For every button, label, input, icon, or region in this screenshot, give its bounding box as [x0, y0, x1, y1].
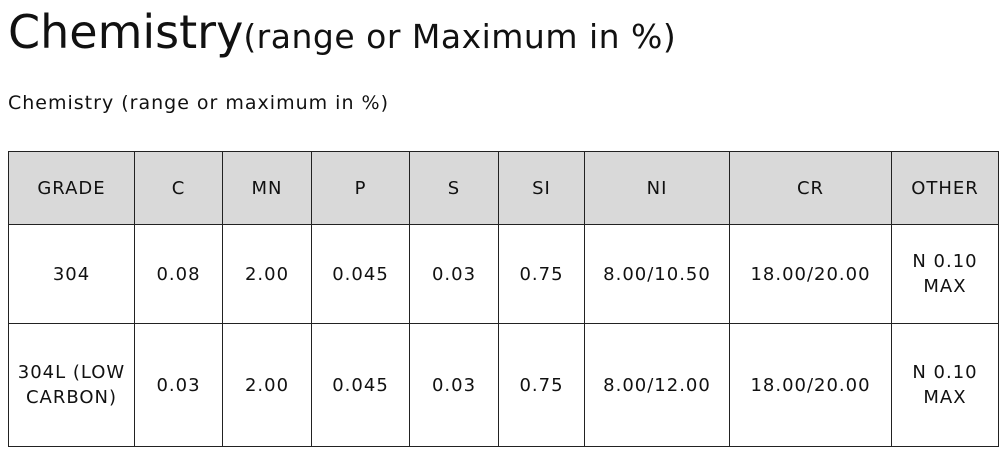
table-cell: 0.75 [498, 323, 585, 447]
table-cell: 0.045 [311, 323, 410, 447]
subtitle: Chemistry (range or maximum in %) [8, 92, 390, 114]
table-row: 304L (LOW CARBON) 0.03 2.00 0.045 0.03 0.75 8.… [8, 323, 999, 447]
table-cell: 0.03 [409, 224, 499, 324]
table-cell: N 0.10 MAX [891, 224, 999, 324]
table-cell: 0.75 [498, 224, 585, 324]
column-header: CR [729, 151, 892, 225]
column-header: OTHER [891, 151, 999, 225]
column-header: P [311, 151, 410, 225]
column-header: SI [498, 151, 585, 225]
table-cell: 8.00/12.00 [584, 323, 730, 447]
table-cell: 18.00/20.00 [729, 323, 892, 447]
table-cell: 304 [8, 224, 135, 324]
column-header: NI [584, 151, 730, 225]
column-header: C [134, 151, 223, 225]
table-cell: 0.045 [311, 224, 410, 324]
chemistry-table: GRADE C MN P S SI NI CR OTHER 304 0.08 2.00 0.045 0.… [8, 151, 999, 447]
table-row: 304 0.08 2.00 0.045 0.03 0.75 8.00/10.50 18.00/… [8, 224, 999, 324]
column-header: S [409, 151, 499, 225]
column-header: MN [222, 151, 312, 225]
table-cell: 0.03 [134, 323, 223, 447]
table-cell: 2.00 [222, 224, 312, 324]
table-cell: N 0.10 MAX [891, 323, 999, 447]
header-row: GRADE C MN P S SI NI CR OTHER [8, 151, 999, 225]
page-title: Chemistry(range or Maximum in %) [8, 4, 676, 65]
title-suffix: (range or Maximum in %) [243, 17, 677, 56]
table-cell: 304L (LOW CARBON) [8, 323, 135, 447]
table-cell: 18.00/20.00 [729, 224, 892, 324]
table-cell: 8.00/10.50 [584, 224, 730, 324]
table-cell: 0.08 [134, 224, 223, 324]
table-cell: 2.00 [222, 323, 312, 447]
column-header: GRADE [8, 151, 135, 225]
title: Chemistry [8, 5, 244, 59]
table-cell: 0.03 [409, 323, 499, 447]
table-body: 304 0.08 2.00 0.045 0.03 0.75 8.00/10.50 18.00/… [8, 224, 999, 447]
